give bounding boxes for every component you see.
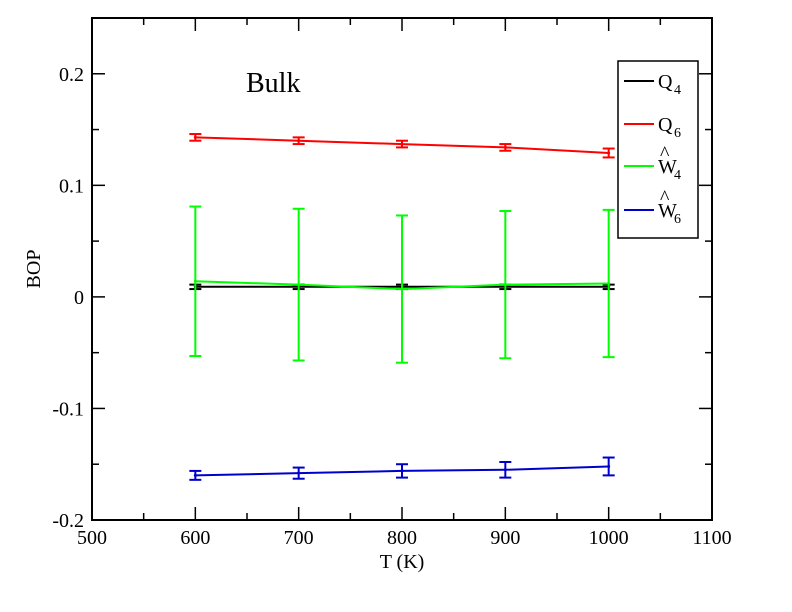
error-bar [396,463,408,479]
x-tick-label: 500 [77,527,107,549]
series-2 [189,205,615,364]
x-tick-label: 800 [387,527,417,549]
x-tick-label: 600 [180,527,210,549]
legend-box [617,60,699,239]
error-bar [292,466,305,480]
data-point [297,471,301,475]
data-point [503,468,507,472]
legend-label-sub: 4 [674,168,681,183]
y-tick-label: -0.2 [52,510,84,532]
error-bar [396,214,408,364]
data-point [193,473,197,477]
legend-entry: W4 ^ [624,143,681,183]
y-axis-label: BOP [23,250,45,289]
x-tick-label: 1100 [692,527,731,549]
error-bar [292,207,305,362]
series-1 [189,133,615,159]
legend-label-sub: 4 [674,83,681,98]
legend-label: W [658,156,677,178]
data-point [503,145,507,149]
legend-label-sub: 6 [674,212,681,227]
error-bar [189,133,202,142]
legend-entry: W6 ^ [624,187,681,227]
y-tick-label: -0.1 [52,398,84,420]
error-bar [602,147,615,159]
data-point [297,283,301,287]
x-tick-label: 900 [490,527,520,549]
annotation-bulk: Bulk [246,68,300,99]
y-tick-label: 0.2 [59,64,84,86]
data-point [503,283,507,287]
error-bar [396,139,408,149]
error-bar [499,460,512,479]
y-tick-label: 0.1 [59,175,84,197]
data-point [400,287,404,291]
data-point [607,464,611,468]
series-3 [189,456,615,481]
data-point [400,142,404,146]
error-bar [499,209,512,360]
error-bar [499,143,512,152]
error-bar [189,205,202,358]
error-bar [189,469,202,481]
legend-hat: ^ [660,187,670,209]
error-bar [602,456,615,477]
x-tick-label: 700 [284,527,314,549]
data-point [607,151,611,155]
y-tick-label: 0 [74,287,84,309]
legend-label-sub: 6 [674,126,681,141]
legend-label: W [658,200,677,222]
legend-label: Q [658,114,673,136]
data-point [297,139,301,143]
data-point [193,135,197,139]
axis-ticks [91,18,713,521]
data-point [193,279,197,283]
data-point [607,282,611,286]
error-bar [292,136,305,146]
error-bar [602,208,615,359]
tick-labels: 500 600 700 800 900 1000 1100 -0.2 -0.1 0 0.1 0.2 [52,64,731,549]
data-point [400,469,404,473]
legend-label: Q [658,71,673,93]
x-tick-label: 1000 [589,527,629,549]
series-layer [189,133,615,481]
x-axis-label: T (K) [380,551,425,573]
legend: Q 4Q 6W4^W6^ [617,60,699,239]
legend-hat: ^ [660,143,670,165]
